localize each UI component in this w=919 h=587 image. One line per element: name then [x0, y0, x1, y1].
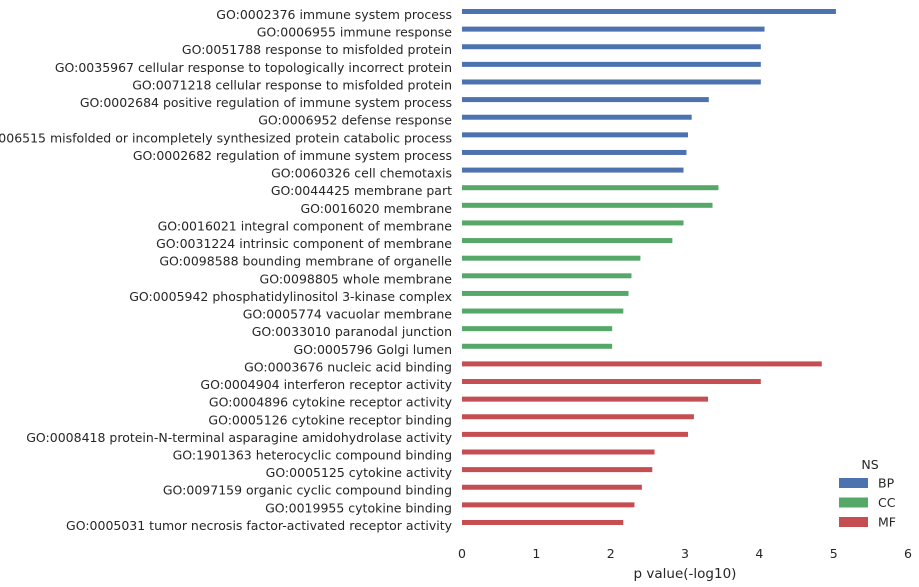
category-label: GO:0005796 Golgi lumen [293, 342, 452, 357]
bar-group [462, 9, 836, 525]
x-axis-ticks: 0 1 2 3 4 5 6 [458, 546, 912, 561]
category-label: GO:0004904 interferon receptor activity [200, 377, 452, 392]
category-label: GO:0004896 cytokine receptor activity [209, 395, 453, 410]
bar [462, 44, 761, 50]
bar [462, 414, 694, 420]
category-label: GO:0035967 cellular response to topologi… [55, 60, 452, 75]
category-label: GO:0071218 cellular response to misfolde… [132, 77, 452, 92]
bar [462, 519, 624, 525]
bar [462, 149, 687, 155]
x-tick-label: 1 [532, 546, 540, 561]
category-labels: GO:0002376 immune system process GO:00069… [0, 7, 453, 533]
category-label: GO:0031224 intrinsic component of membra… [156, 236, 452, 251]
bar [462, 132, 688, 138]
bar [462, 343, 613, 349]
bar [462, 26, 765, 32]
bar [462, 167, 684, 173]
bar [462, 185, 719, 191]
bar [462, 379, 761, 385]
bar [462, 61, 761, 67]
x-tick-label: 0 [458, 546, 466, 561]
bar [462, 396, 709, 402]
category-label: GO:0044425 membrane part [271, 183, 452, 198]
category-label: GO:0002682 regulation of immune system p… [133, 148, 452, 163]
category-label: GO:0098805 whole membrane [260, 271, 453, 286]
legend-swatch-mf [839, 517, 868, 527]
category-label: GO:0016021 integral component of membran… [158, 218, 453, 233]
legend-label-bp: BP [878, 476, 895, 491]
bar [462, 97, 709, 103]
legend-swatch-cc [839, 497, 868, 508]
x-tick-label: 2 [607, 546, 615, 561]
category-label: GO:1901363 heterocyclic compound binding [173, 448, 452, 463]
category-label: GO:0006955 immune response [257, 25, 453, 40]
x-tick-label: 5 [830, 546, 838, 561]
category-label: GO:0005774 vacuolar membrane [243, 307, 453, 322]
bar [462, 326, 613, 332]
category-label: GO:0051788 response to misfolded protein [182, 42, 452, 57]
category-label: GO:0006952 defense response [258, 113, 452, 128]
category-label: GO:0016020 membrane [300, 201, 452, 216]
category-label: GO:0002376 immune system process [216, 7, 452, 22]
bar [462, 449, 655, 455]
category-label: GO:0097159 organic cyclic compound bindi… [163, 483, 452, 498]
category-label: GO:0002684 positive regulation of immune… [80, 95, 452, 110]
category-label: GO:0098588 bounding membrane of organell… [159, 254, 452, 269]
bar [462, 502, 635, 508]
category-label: GO:0006515 misfolded or incompletely syn… [0, 130, 452, 145]
category-label: GO:0005031 tumor necrosis factor-activat… [66, 518, 453, 533]
x-tick-label: 3 [681, 546, 689, 561]
legend-label-cc: CC [878, 495, 896, 510]
category-label: GO:0005125 cytokine activity [266, 465, 453, 480]
bar [462, 467, 653, 473]
category-label: GO:0008418 protein-N-terminal asparagine… [26, 430, 452, 445]
bar [462, 220, 684, 226]
bar [462, 290, 629, 296]
category-label: GO:0019955 cytokine binding [265, 500, 452, 515]
bar [462, 431, 688, 437]
category-label: GO:0005942 phosphatidylinositol 3-kinase… [129, 289, 452, 304]
bar [462, 273, 632, 279]
bar [462, 255, 641, 261]
category-label: GO:0060326 cell chemotaxis [271, 166, 452, 181]
bar [462, 484, 642, 490]
bar [462, 114, 692, 120]
x-axis-title: p value(-log10) [634, 566, 737, 582]
legend-label-mf: MF [878, 515, 896, 530]
category-label: GO:0033010 paranodal junction [252, 324, 452, 339]
legend-title: NS [861, 457, 878, 472]
bar [462, 238, 673, 244]
bar [462, 9, 836, 14]
bar [462, 202, 713, 208]
bar [462, 308, 624, 314]
category-label: GO:0003676 nucleic acid binding [244, 359, 452, 374]
legend: NS BP CC MF [839, 457, 896, 530]
x-tick-label: 6 [904, 546, 912, 561]
category-label: GO:0005126 cytokine receptor binding [208, 412, 452, 427]
bar [462, 361, 822, 367]
bar [462, 79, 761, 85]
x-tick-label: 4 [755, 546, 763, 561]
legend-swatch-bp [839, 478, 868, 488]
